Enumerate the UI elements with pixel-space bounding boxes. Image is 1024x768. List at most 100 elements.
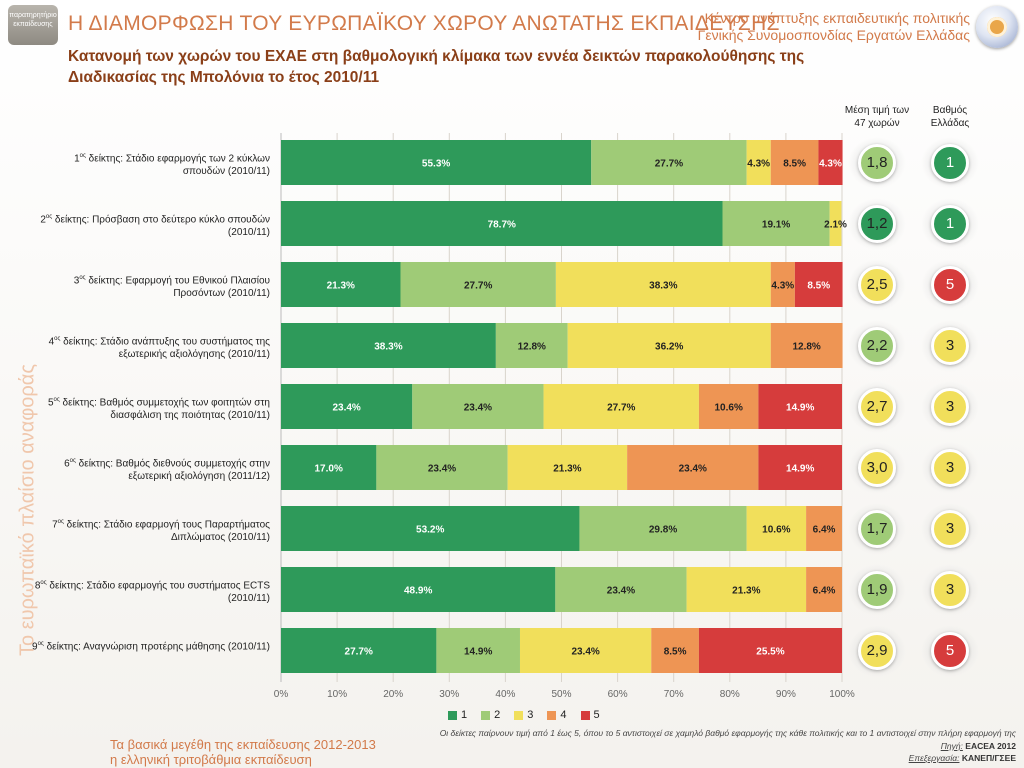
chart-legend: 1 2 3 4 5 (448, 709, 600, 721)
legend-swatch (514, 710, 524, 720)
chart-subtitle: Κατανομή των χωρών του ΕΧΑΕ στη βαθμολογ… (68, 48, 805, 86)
mean-column-header: Μέση τιμή των 47 χωρών (844, 105, 910, 129)
indicator-text: δείκτης: Στάδιο εφαρμογής του συστήματος… (46, 579, 270, 604)
bar-data-label: 48.9% (404, 586, 432, 597)
bar-segment (591, 140, 747, 185)
bar-data-label: 27.7% (345, 647, 373, 658)
x-tick-label: 80% (720, 689, 740, 700)
indicator-text: δείκτης: Πρόσβαση στο δεύτερο κύκλο σπου… (52, 213, 270, 238)
bar-segment (412, 384, 544, 429)
indicator-number: 8 (34, 579, 41, 591)
bar-data-label: 36.2% (655, 342, 683, 353)
bar-segment (686, 567, 807, 612)
mean-value-bubble: 1,7 (858, 509, 896, 548)
bar-data-label: 4.3% (747, 159, 770, 170)
indicator-suffix: ος (79, 152, 86, 159)
bar-segment (806, 506, 842, 551)
bar-data-label: 14.9% (786, 464, 814, 475)
x-tick-label: 30% (439, 689, 459, 700)
legend-item: 1 (448, 709, 467, 721)
bottom-title-line1: Τα βασικά μεγέθη της εκπαίδευσης 2012-20… (110, 737, 376, 752)
bar-data-label: 78.7% (488, 220, 516, 231)
bar-segment (281, 567, 556, 612)
legend-swatch (481, 710, 491, 720)
indicator-label: 6ος δείκτης: Βαθμός διεθνούς συμμετοχής … (30, 455, 270, 483)
bar-segment (770, 262, 795, 307)
bar-data-label: 38.3% (649, 281, 677, 292)
legend-item: 3 (514, 709, 533, 721)
indicator-suffix: ος (57, 518, 64, 525)
processing-label: Επεξεργασία: (908, 753, 960, 763)
indicator-number: 1 (74, 152, 80, 164)
bar-segment (627, 445, 759, 490)
greece-grade-bubble: 5 (931, 631, 969, 670)
x-tick-label: 50% (551, 689, 571, 700)
bar-data-label: 25.5% (756, 647, 784, 658)
indicator-suffix: ος (79, 274, 86, 281)
mean-value-bubble: 2,5 (858, 265, 896, 304)
x-tick-label: 70% (664, 689, 684, 700)
bar-data-label: 8.5% (664, 647, 687, 658)
grade-column-header: Βαθμός Ελλάδας (930, 105, 970, 129)
bar-segment (281, 445, 377, 490)
bar-segment (495, 323, 568, 368)
legend-swatch (448, 710, 457, 720)
bar-segment (746, 506, 807, 551)
bar-data-label: 29.8% (649, 525, 677, 536)
indicator-number: 4 (48, 335, 55, 347)
indicator-label: 2ος δείκτης: Πρόσβαση στο δεύτερο κύκλο … (30, 211, 270, 239)
indicator-number: 5 (47, 396, 54, 408)
bar-segment (829, 201, 842, 246)
bar-segment (698, 628, 842, 673)
bar-data-label: 10.6% (714, 403, 742, 414)
x-tick-label: 40% (495, 689, 515, 700)
mean-value-bubble: 1,8 (858, 143, 896, 182)
bar-data-label: 23.4% (464, 403, 492, 414)
indicator-suffix: ος (40, 579, 47, 586)
bar-data-label: 4.3% (771, 281, 794, 292)
bar-segment (281, 384, 413, 429)
greece-grade-bubble: 3 (931, 387, 969, 426)
bar-segment (281, 262, 401, 307)
legend-label: 2 (494, 709, 501, 721)
org-name-line2: Γενικής Συνομοσπονδίας Εργατών Ελλάδας (697, 27, 970, 43)
indicator-suffix: ος (45, 213, 53, 220)
greece-grade-bubble: 5 (931, 265, 969, 304)
x-tick-label: 90% (776, 689, 796, 700)
bar-data-label: 14.9% (786, 403, 814, 414)
legend-label: 3 (527, 709, 534, 721)
indicator-label: 1ος δείκτης: Στάδιο εφαρμογής των 2 κύκλ… (30, 150, 270, 178)
bar-data-label: 2.1% (824, 220, 847, 231)
legend-swatch (547, 710, 557, 720)
source-label: Πηγή: (940, 741, 963, 751)
indicator-number: 6 (64, 457, 70, 469)
bar-segment (794, 262, 843, 307)
indicator-number: 2 (40, 213, 46, 225)
indicator-suffix: ος (69, 457, 76, 464)
bar-data-label: 19.1% (762, 220, 790, 231)
indicator-text: δείκτης: Βαθμός διεθνούς συμμετοχής στην… (75, 457, 270, 482)
x-tick-label: 60% (608, 689, 628, 700)
greece-grade-bubble: 3 (931, 509, 969, 548)
x-tick-label: 10% (327, 689, 347, 700)
bar-segment (651, 628, 699, 673)
footnote: Οι δείκτες παίρνουν τιμή από 1 έως 5, όπ… (439, 728, 1016, 738)
bar-data-label: 21.3% (327, 281, 355, 292)
mean-value-bubble: 2,9 (858, 631, 896, 670)
bar-segment (758, 384, 842, 429)
legend-label: 1 (461, 709, 468, 721)
bar-data-label: 23.4% (607, 586, 635, 597)
bar-data-label: 12.8% (518, 342, 546, 353)
bar-data-label: 6.4% (813, 586, 836, 597)
bar-segment (758, 445, 842, 490)
source-line: Πηγή: EACEA 2012 (941, 741, 1016, 751)
legend-label: 5 (593, 709, 600, 721)
indicator-suffix: ος (54, 335, 61, 342)
indicator-text: δείκτης: Στάδιο εφαρμογή τους Παραρτήματ… (63, 518, 270, 543)
mean-value-bubble: 1,9 (858, 570, 896, 609)
bar-data-label: 27.7% (607, 403, 635, 414)
bar-segment (579, 506, 747, 551)
bar-data-label: 8.5% (783, 159, 806, 170)
bar-segment (770, 323, 843, 368)
bar-data-label: 6.4% (813, 525, 836, 536)
